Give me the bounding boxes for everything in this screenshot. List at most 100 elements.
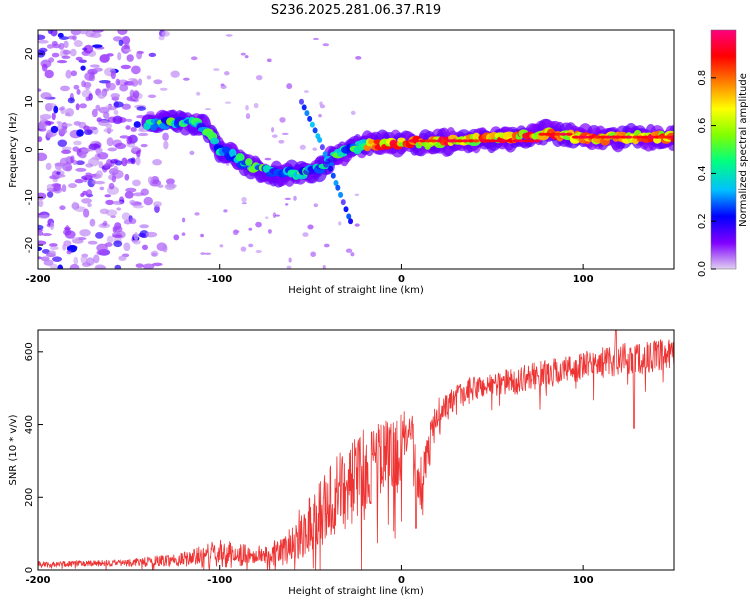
noise-blob xyxy=(355,56,362,60)
streak-blob xyxy=(343,206,349,213)
ridge-core xyxy=(235,153,245,162)
ridge-peak xyxy=(467,139,475,143)
noise-blob xyxy=(62,49,71,55)
noise-blob xyxy=(121,157,128,167)
noise-blob xyxy=(195,91,201,96)
ridge-peak xyxy=(505,139,513,143)
noise-blob xyxy=(38,230,44,236)
noise-blob xyxy=(213,68,220,72)
ridge-peak xyxy=(528,139,536,143)
noise-blob xyxy=(271,134,278,138)
noise-blob xyxy=(75,103,80,111)
noise-blob xyxy=(194,212,200,216)
noise-blob xyxy=(46,191,54,198)
streak-blob xyxy=(322,151,328,158)
noise-blob xyxy=(50,125,59,134)
x-tick-label: 100 xyxy=(573,575,594,586)
noise-blob xyxy=(75,167,87,172)
noise-blob xyxy=(107,82,116,91)
ridge-core xyxy=(503,131,515,138)
noise-blob xyxy=(268,229,272,234)
noise-blob xyxy=(71,201,78,211)
noise-blob xyxy=(95,104,101,111)
ridge-peak xyxy=(456,139,464,143)
streak-blob xyxy=(325,158,331,165)
noise-blob xyxy=(115,78,121,86)
ridge-peak xyxy=(648,135,656,139)
noise-blob xyxy=(73,84,80,90)
ridge-peak xyxy=(517,139,525,143)
noise-blob xyxy=(103,220,108,227)
noise-blob xyxy=(153,201,162,207)
noise-blob xyxy=(96,250,106,256)
noise-blob xyxy=(41,249,50,254)
noise-blob xyxy=(61,146,72,151)
snr-x-axis: -200 -100 0 100 xyxy=(25,565,594,586)
noise-blob xyxy=(240,52,246,56)
ridge-peak xyxy=(571,135,579,139)
noise-blob xyxy=(65,69,72,79)
noise-blob xyxy=(140,143,148,148)
noise-blob xyxy=(123,242,131,252)
noise-blob xyxy=(161,30,170,37)
noise-blob xyxy=(69,263,80,269)
noise-blob xyxy=(61,123,73,127)
ridge-peak xyxy=(451,139,459,143)
noise-blob xyxy=(106,235,114,244)
y-tick-label: 400 xyxy=(24,415,35,434)
noise-blob xyxy=(105,104,114,109)
noise-blob xyxy=(200,252,206,255)
noise-blob xyxy=(113,225,123,233)
noise-blob xyxy=(220,84,227,90)
y-tick-label: 200 xyxy=(24,488,35,507)
noise-blob xyxy=(70,155,75,163)
noise-blob xyxy=(41,63,48,72)
snr-y-label: SNR (10 * v/v) xyxy=(8,414,19,485)
noise-blob xyxy=(87,240,98,245)
noise-blob xyxy=(153,79,163,85)
noise-blob xyxy=(108,182,115,190)
ridge-core xyxy=(670,137,674,143)
noise-blob xyxy=(288,257,292,263)
y-tick-label: 10 xyxy=(24,95,35,108)
noise-blob xyxy=(61,184,67,193)
x-tick-label: 0 xyxy=(398,274,405,285)
noise-blob xyxy=(125,118,133,123)
noise-blob xyxy=(281,132,289,136)
noise-blob xyxy=(137,78,143,86)
noise-blob xyxy=(132,239,141,245)
noise-blob xyxy=(126,136,133,145)
noise-blob xyxy=(53,105,59,114)
colorbar-tick-label: 0.6 xyxy=(697,118,708,134)
x-tick-label: -100 xyxy=(207,575,232,586)
ridge-peak xyxy=(424,139,432,143)
ridge-peak xyxy=(663,135,671,139)
noise-blob xyxy=(136,106,147,111)
ridge-peak xyxy=(620,135,628,139)
noise-blob xyxy=(255,221,262,228)
noise-blob xyxy=(323,243,330,248)
ridge-core xyxy=(245,158,253,166)
noise-blob xyxy=(350,110,356,116)
noise-blob xyxy=(152,262,163,267)
noise-blob xyxy=(81,198,92,204)
noise-blob xyxy=(72,146,80,152)
noise-blob xyxy=(266,58,272,63)
streak-blob xyxy=(307,115,313,122)
noise-blob xyxy=(278,139,285,144)
noise-blob xyxy=(162,132,169,141)
colorbar-tick-label: 0.8 xyxy=(697,70,708,86)
noise-blob xyxy=(240,246,247,252)
streak-blob xyxy=(301,104,307,111)
y-tick-label: 0 xyxy=(24,567,35,573)
noise-blob xyxy=(142,263,155,269)
noise-blob xyxy=(99,208,109,215)
x-tick-label: 0 xyxy=(398,575,405,586)
noise-blob xyxy=(49,222,55,231)
noise-blob xyxy=(103,88,110,92)
ridge-peak xyxy=(669,135,674,139)
spectrogram-y-label: Frequency (Hz) xyxy=(8,112,19,188)
noise-blob xyxy=(293,195,297,201)
noise-blob xyxy=(49,246,59,250)
